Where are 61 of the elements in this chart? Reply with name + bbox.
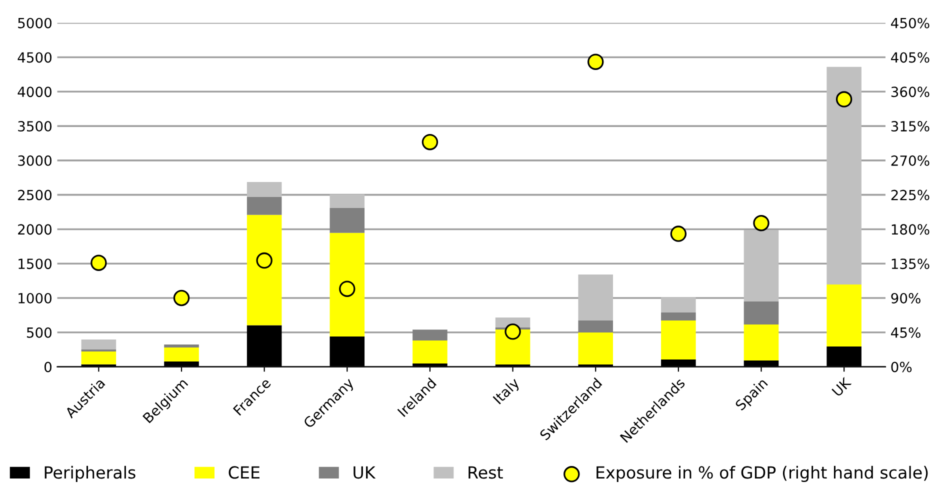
y2-tick-label: 270% [891,155,930,166]
bar [826,66,862,285]
point [836,91,852,108]
point [587,54,604,70]
y-tick-label: 1500 [18,258,52,270]
bar [661,297,696,313]
point [753,214,770,232]
bar [744,302,779,324]
bar [246,214,282,326]
point [504,324,521,340]
y2-tick-label: 180% [892,224,930,235]
y2-tick-label: 450% [891,18,930,28]
bar [578,332,613,364]
bar [81,340,116,350]
y2-tick-label: 45% [891,327,920,338]
legend-label: CEE [228,466,260,479]
bar [412,330,448,341]
bar [661,320,696,360]
x-tick-label: UK [832,376,852,397]
legend-label: Rest [468,466,503,479]
y-tick-label: 0 [44,362,52,372]
y-tick-label: 4000 [18,86,52,98]
y-tick-label: 500 [26,327,52,338]
y-tick-label: 3500 [18,121,52,132]
legend-label: UK [354,466,376,479]
point [670,226,687,242]
bar [164,348,199,362]
bar [826,284,862,346]
y-tick-label: 3000 [18,155,52,166]
y2-tick-label: 90% [891,292,920,304]
point [422,134,438,150]
bar [578,320,613,332]
y2-tick-label: 0% [891,362,912,372]
y2-tick-label: 405% [891,52,930,63]
y2-tick-label: 360% [891,86,930,98]
point [173,290,190,306]
bar [81,352,116,364]
bar [164,344,199,348]
y-tick-label: 2500 [18,190,52,200]
bar [744,230,779,302]
y-tick-label: 2000 [18,224,52,235]
bar [330,194,365,208]
point [256,252,272,269]
point [339,280,356,297]
y-tick-label: 4500 [18,52,52,63]
bar [246,182,282,197]
y2-tick-label: 225% [891,190,930,200]
bar [246,196,282,215]
y-tick-label: 5000 [18,18,52,28]
bar [330,232,365,337]
legend-label: Exposure in % of GDP (right hand scale) [596,466,928,482]
bar [412,340,448,364]
y-tick-label: 1000 [18,292,52,304]
bar [330,208,365,233]
bar [661,312,696,320]
y2-tick-label: 135% [892,258,930,270]
bar [578,274,613,320]
point [90,254,107,271]
legend-label: Peripherals [44,466,136,482]
y2-tick-label: 315% [891,121,930,132]
bar [744,324,779,360]
